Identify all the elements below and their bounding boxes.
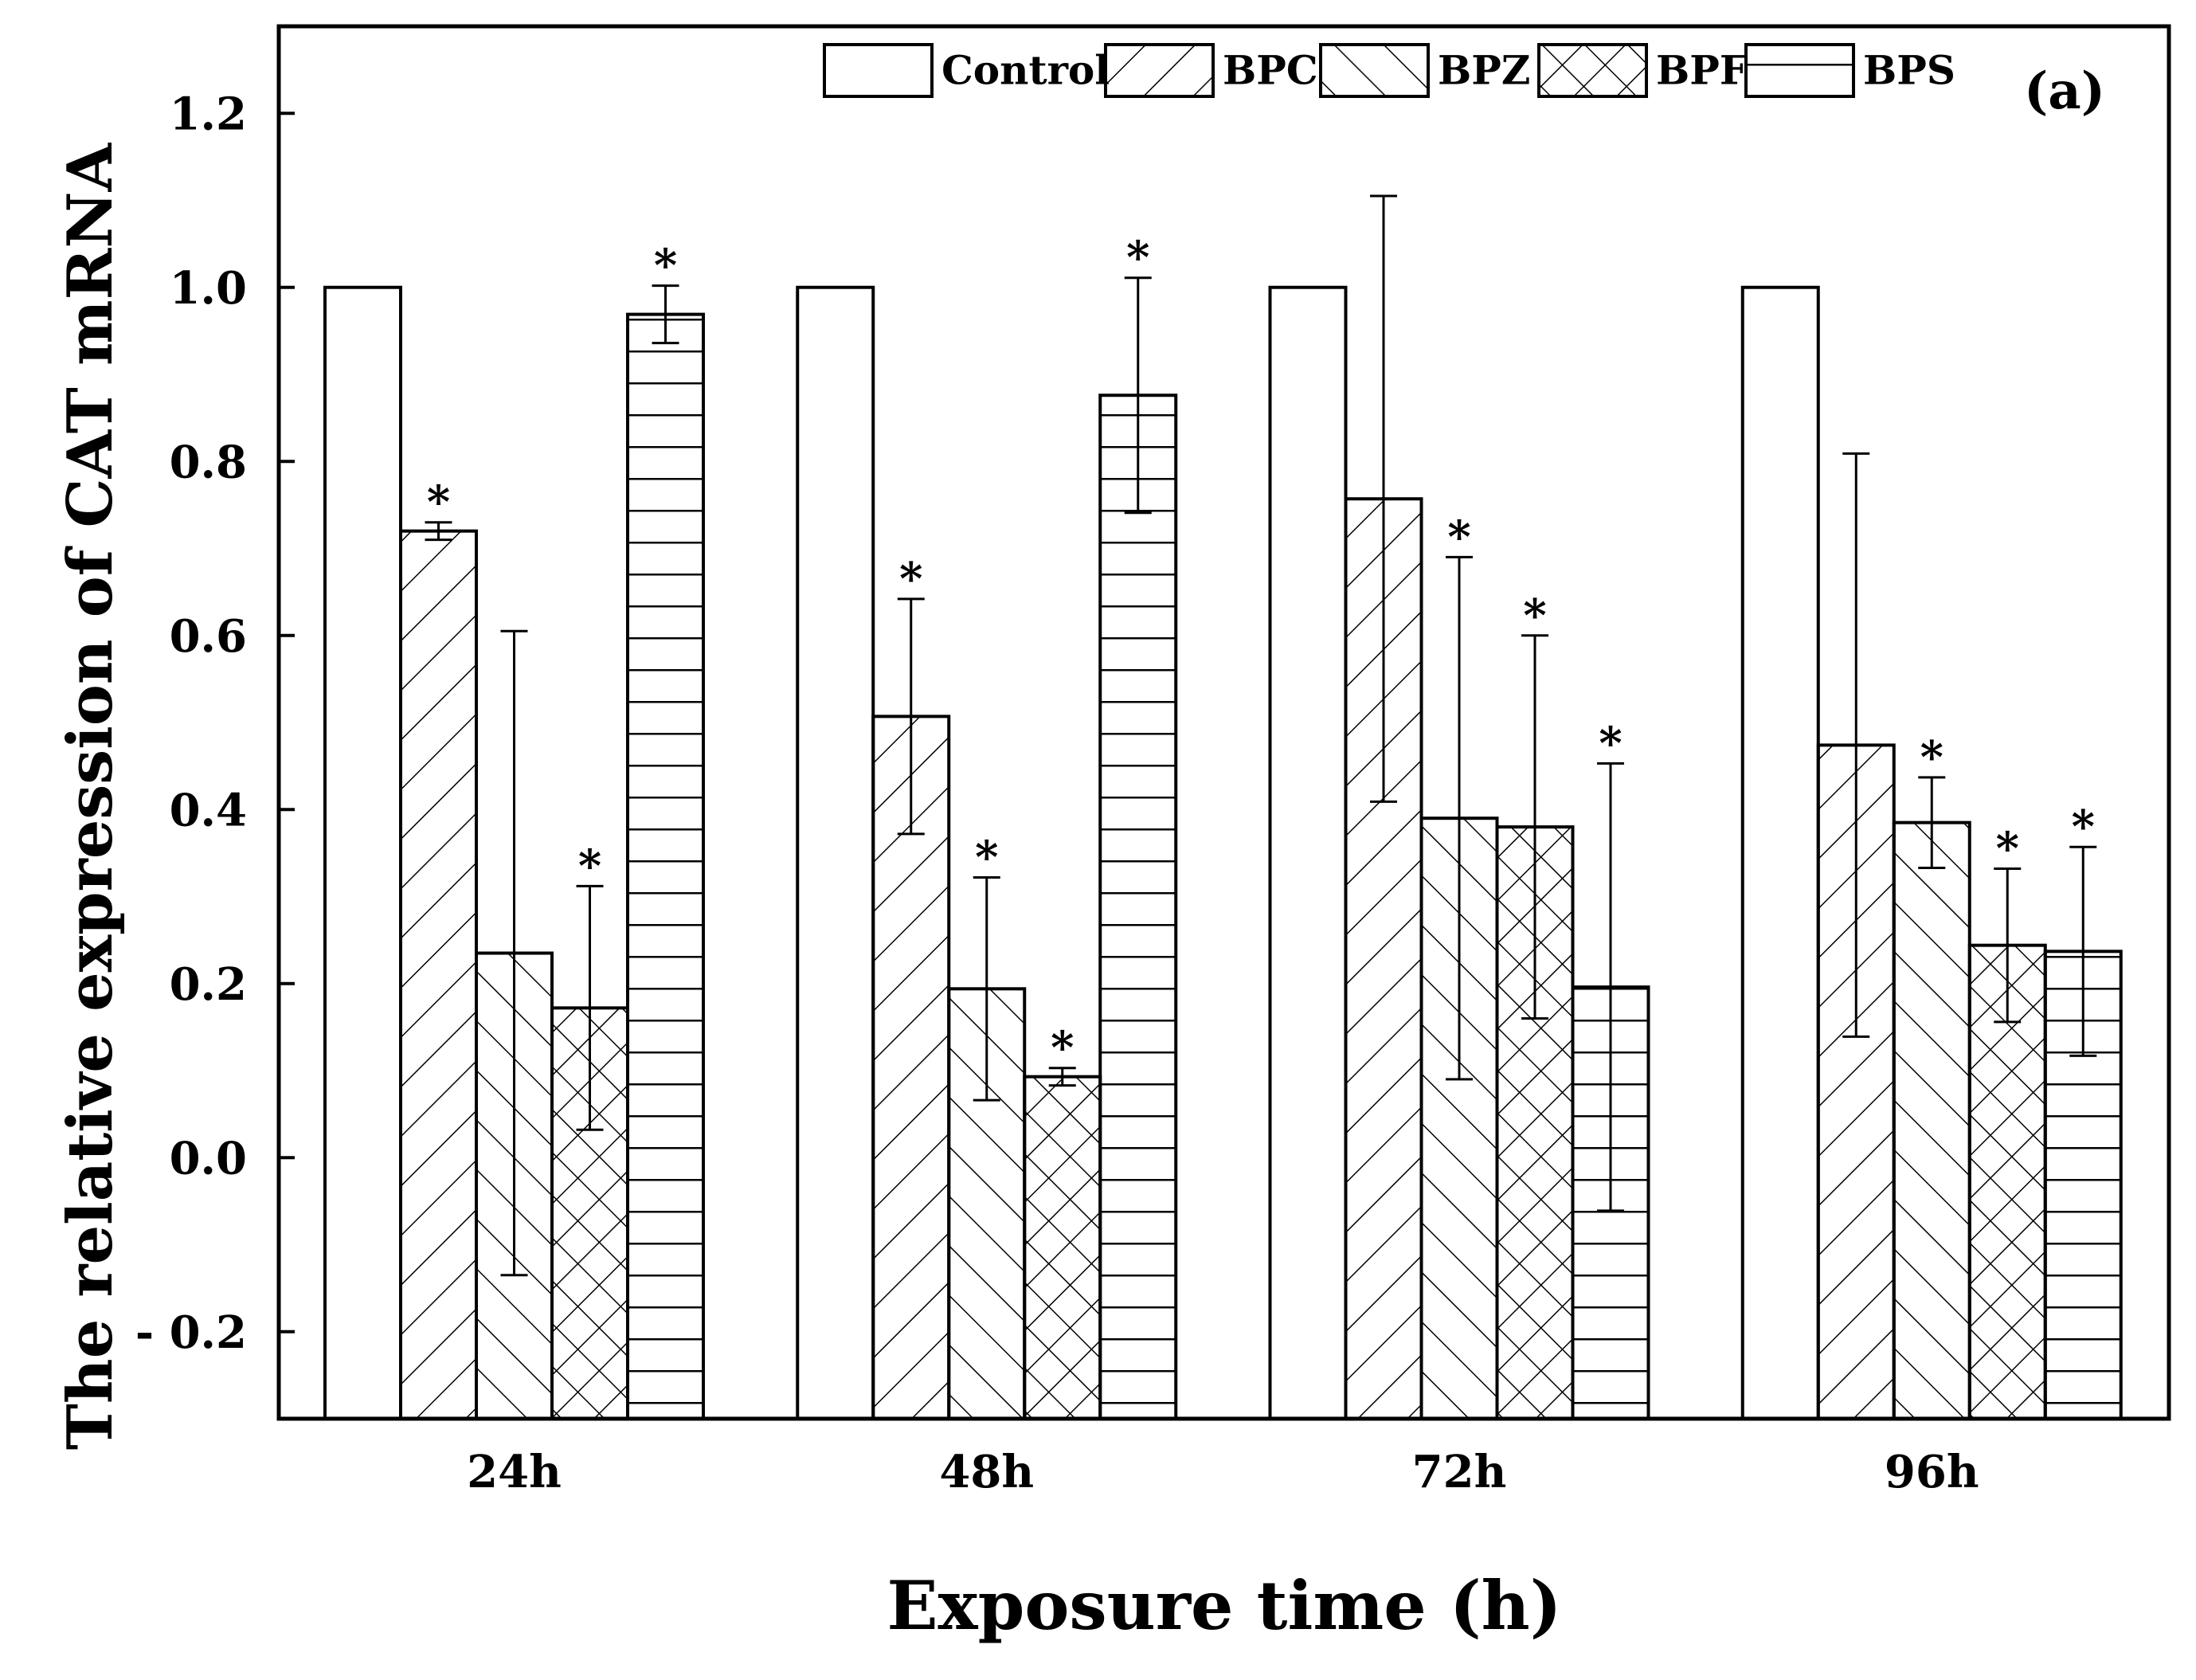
- legend-label-bpz: BPZ: [1438, 47, 1530, 94]
- significance-markers: * * * * * * * * * * * * *: [427, 232, 2095, 1075]
- y-tick-label: 0.4: [170, 784, 247, 836]
- bar-bpf-96h: [1967, 943, 2047, 1421]
- legend-swatch-bpf: [1537, 43, 1648, 98]
- x-tick-label-48h: 48h: [939, 1446, 1034, 1498]
- legend-swatch-bpz: [1319, 43, 1430, 98]
- y-tick-label: 1.0: [170, 262, 247, 315]
- legend-swatch-bpc: [1104, 43, 1215, 98]
- error-bar-bpz-96h: [1918, 776, 1946, 869]
- x-tick-label-24h: 24h: [467, 1446, 562, 1498]
- error-bar-bps-96h: [2069, 845, 2097, 1057]
- panel-label: (a): [2024, 61, 2105, 121]
- significance-star-bps-72h: *: [1599, 717, 1622, 770]
- legend-label-bps: BPS: [1863, 47, 1955, 94]
- significance-star-bps-48h: *: [1126, 232, 1149, 284]
- significance-star-bpz-48h: *: [975, 831, 998, 883]
- x-axis: 24h 48h 72h 96h: [467, 1446, 1979, 1498]
- x-axis-title: Exposure time (h): [887, 1566, 1561, 1645]
- error-bar-bpc-72h: [1370, 194, 1397, 803]
- error-bar-bpf-48h: [1048, 1067, 1076, 1087]
- legend-label-control: Control: [941, 47, 1110, 94]
- y-axis-title: The relative expression of CAT mRNA: [54, 142, 127, 1450]
- plot-frame: [276, 24, 2171, 1421]
- bar-control-72h: [1268, 285, 1348, 1420]
- significance-star-bps-24h: *: [654, 240, 677, 292]
- y-tick-label: 1.2: [170, 88, 247, 140]
- y-tick-label: - 0.2: [135, 1306, 247, 1359]
- bar-control-24h: [323, 285, 402, 1420]
- y-tick-label: 0.2: [170, 958, 247, 1011]
- error-bar-bpc-96h: [1842, 452, 1870, 1038]
- significance-star-bpz-72h: *: [1447, 511, 1470, 563]
- error-bar-bps-72h: [1597, 762, 1624, 1212]
- legend-label-bpc: BPC: [1223, 47, 1318, 94]
- error-bar-bpc-24h: [425, 521, 452, 542]
- bar-bps-48h: [1098, 394, 1178, 1421]
- legend-swatch-control: [823, 43, 934, 98]
- error-bar-bpz-72h: [1446, 555, 1473, 1081]
- legend: Control BPC BPZ BPF BPS: [823, 43, 1955, 98]
- error-bar-bpf-72h: [1521, 634, 1548, 1020]
- x-tick-label-96h: 96h: [1885, 1446, 1979, 1498]
- y-axis: - 0.2 0.0 0.2 0.4 0.6 0.8 1.0 1.2: [135, 88, 295, 1359]
- significance-star-bpz-96h: *: [1920, 731, 1944, 784]
- significance-star-bpc-24h: *: [427, 476, 450, 529]
- bar-control-96h: [1740, 285, 1820, 1420]
- y-tick-label: 0.8: [170, 436, 247, 488]
- error-bar-bpf-24h: [576, 884, 604, 1131]
- error-bar-bps-24h: [652, 284, 679, 345]
- error-bar-bpc-48h: [897, 597, 925, 836]
- error-bar-bps-48h: [1124, 276, 1152, 515]
- y-tick-label: 0.0: [170, 1132, 247, 1185]
- significance-star-bpf-24h: *: [578, 840, 601, 892]
- significance-star-bpf-48h: *: [1051, 1022, 1074, 1075]
- legend-swatch-bps: [1744, 43, 1855, 98]
- bar-bpc-96h: [1816, 743, 1896, 1420]
- error-bar-bpz-24h: [500, 629, 528, 1277]
- bar-bpf-48h: [1023, 1075, 1102, 1420]
- error-bar-bpz-48h: [973, 875, 1000, 1102]
- significance-star-bpf-96h: *: [1996, 823, 2019, 875]
- error-bar-bpf-96h: [1994, 867, 2022, 1024]
- bar-control-48h: [796, 285, 875, 1420]
- x-tick-label-72h: 72h: [1412, 1446, 1507, 1498]
- significance-star-bps-96h: *: [2072, 801, 2095, 853]
- y-tick-label: 0.6: [170, 610, 247, 663]
- legend-label-bpf: BPF: [1656, 47, 1748, 94]
- significance-star-bpf-72h: *: [1523, 589, 1546, 642]
- bar-bps-24h: [626, 312, 705, 1420]
- significance-star-bpc-48h: *: [899, 553, 922, 605]
- bar-bpz-96h: [1892, 820, 1971, 1420]
- error-bars: [425, 194, 2097, 1277]
- bar-bpc-24h: [399, 529, 478, 1420]
